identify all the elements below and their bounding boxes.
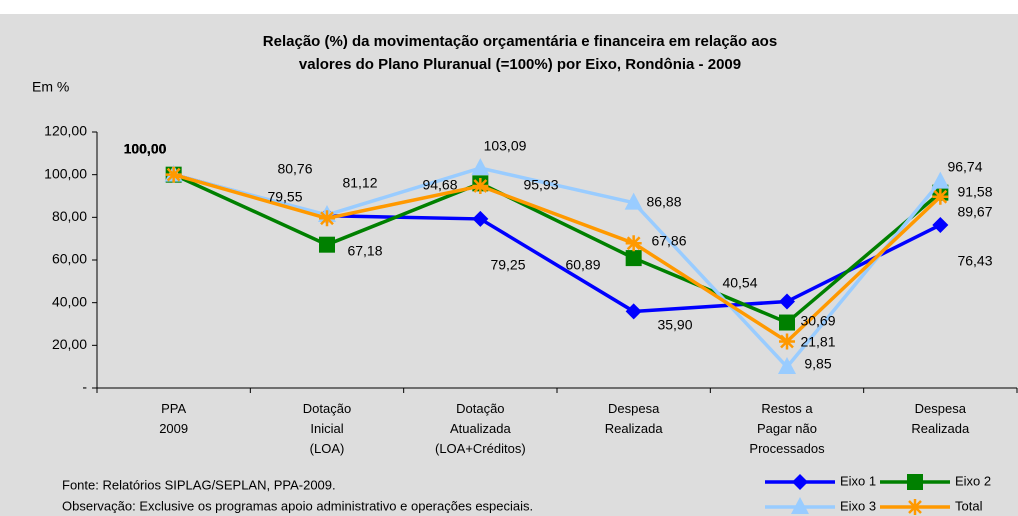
marker — [778, 356, 796, 374]
data-label: 9,85 — [804, 356, 831, 372]
marker — [931, 171, 950, 189]
x-tick-label-line: Restos a — [761, 401, 813, 416]
marker — [932, 216, 949, 233]
data-label: 96,74 — [947, 159, 982, 175]
series-line — [173, 166, 942, 370]
data-label: 100,00 — [124, 141, 167, 157]
chart-background — [0, 14, 1018, 516]
x-tick-label-line: Pagar não — [757, 421, 817, 436]
x-tick-label: Despesa Realizada — [911, 401, 970, 436]
marker — [779, 333, 795, 350]
x-tick-label: Restos a Pagar não Processados — [749, 401, 825, 456]
data-label: 94,68 — [422, 177, 457, 193]
x-tick-label-line: (LOA) — [310, 441, 345, 456]
y-tick-label: 20,00 — [52, 336, 87, 352]
data-label: 79,55 — [267, 189, 302, 205]
data-label: 30,69 — [800, 313, 835, 329]
marker — [625, 303, 642, 320]
x-tick-label-line: Despesa — [608, 401, 660, 416]
chart-title: Relação (%) da movimentação orçamentária… — [263, 33, 777, 50]
legend-label: Eixo 2 — [955, 473, 991, 488]
series-line — [172, 173, 942, 325]
data-label: 21,81 — [800, 334, 835, 350]
y-tick-label: 40,00 — [52, 293, 87, 309]
legend-label: Total — [955, 498, 983, 513]
data-label: 76,43 — [957, 253, 992, 269]
data-label: 103,09 — [484, 138, 527, 154]
y-tick-label: - — [82, 379, 87, 395]
y-axis-label: Em % — [32, 79, 69, 95]
marker — [792, 474, 808, 490]
marker — [472, 178, 489, 195]
x-tick-label-line: Dotação — [303, 401, 351, 416]
marker — [165, 166, 182, 183]
x-tick-label-line: Processados — [749, 441, 825, 456]
data-label: 100,00 — [124, 141, 167, 157]
data-label: 89,67 — [957, 204, 992, 220]
x-tick-label-line: Realizada — [605, 421, 664, 436]
data-label: 100,00 — [124, 141, 167, 157]
source-note: Fonte: Relatórios SIPLAG/SEPLAN, PPA-200… — [62, 477, 336, 492]
y-tick-label: 80,00 — [52, 208, 87, 224]
x-tick-label-line: Realizada — [911, 421, 970, 436]
data-label: 67,86 — [651, 233, 686, 249]
data-label: 40,54 — [722, 275, 757, 291]
x-tick-label-line: 2009 — [159, 421, 188, 436]
marker — [932, 188, 949, 205]
marker — [624, 192, 643, 210]
marker — [791, 497, 809, 514]
x-tick-label-line: Despesa — [915, 401, 967, 416]
data-label: 95,93 — [523, 177, 558, 193]
x-tick-label-line: Atualizada — [450, 421, 511, 436]
marker — [625, 235, 642, 252]
data-label: 80,76 — [277, 161, 312, 177]
data-label: 100,00 — [124, 141, 167, 157]
marker — [472, 210, 489, 227]
x-tick-label-line: Inicial — [310, 421, 343, 436]
y-tick-label: 120,00 — [44, 123, 87, 139]
x-tick-label-line: Dotação — [456, 401, 504, 416]
marker — [779, 293, 795, 310]
x-tick-label: Dotação Atualizada (LOA+Créditos) — [435, 401, 526, 456]
chart-title: valores do Plano Pluranual (=100%) por E… — [299, 56, 741, 73]
series-line — [173, 172, 942, 344]
marker — [625, 250, 642, 267]
data-label: 79,25 — [490, 257, 525, 273]
x-tick-label-line: (LOA+Créditos) — [435, 441, 526, 456]
data-label: 91,58 — [957, 184, 992, 200]
observation-note: Observação: Exclusive os programas apoio… — [62, 498, 533, 513]
x-tick-label-line: PPA — [161, 401, 186, 416]
y-tick-label: 100,00 — [44, 165, 87, 181]
data-label: 35,90 — [657, 317, 692, 333]
data-label: 60,89 — [565, 257, 600, 273]
marker — [319, 236, 335, 253]
legend-label: Eixo 3 — [840, 498, 876, 513]
x-tick-label: PPA 2009 — [159, 401, 188, 436]
marker — [907, 499, 923, 515]
data-label: 81,12 — [342, 175, 377, 191]
data-label: 86,88 — [646, 194, 681, 210]
data-label: 67,18 — [347, 243, 382, 259]
marker — [907, 474, 923, 490]
marker — [319, 210, 335, 227]
x-tick-label: Dotação Inicial (LOA) — [303, 401, 351, 456]
legend-label: Eixo 1 — [840, 473, 876, 488]
marker — [779, 314, 795, 331]
y-tick-label: 60,00 — [52, 251, 87, 267]
x-tick-label: Despesa Realizada — [605, 401, 664, 436]
marker — [471, 158, 490, 176]
